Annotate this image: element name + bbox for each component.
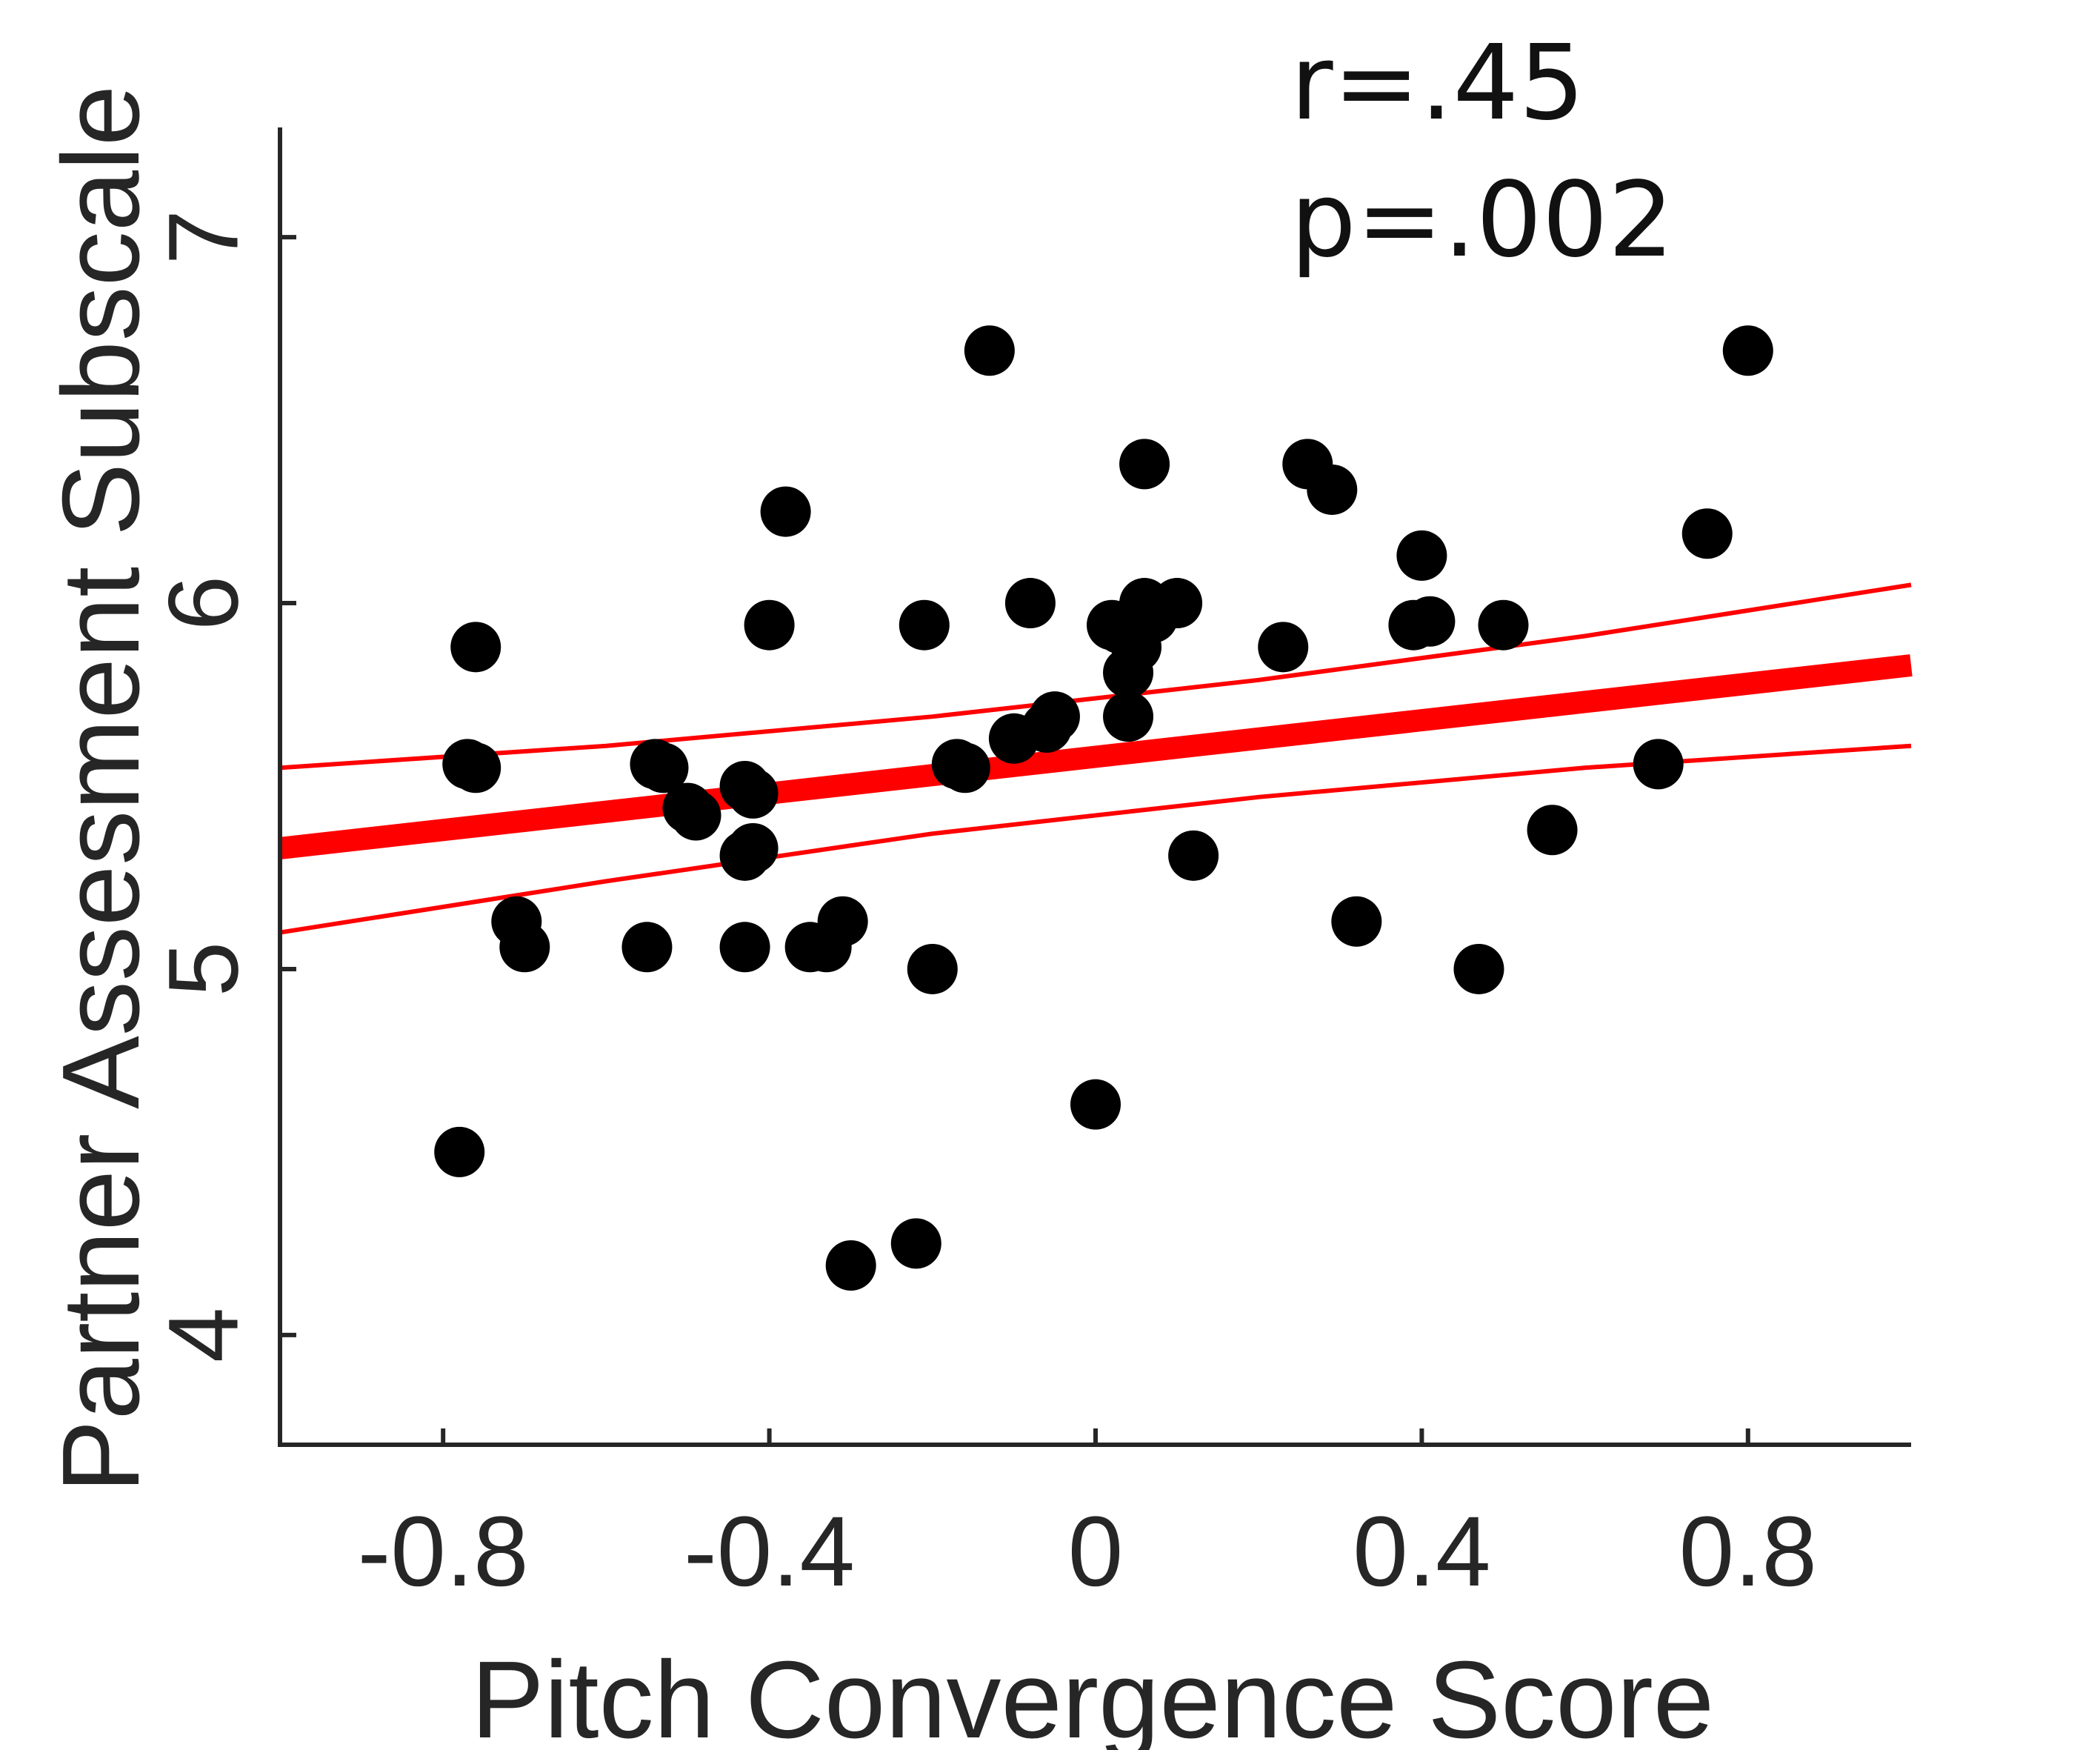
- data-point: [450, 742, 501, 794]
- x-tick-label: -0.4: [684, 1497, 855, 1607]
- data-point: [1453, 943, 1504, 994]
- data-point: [1029, 691, 1080, 742]
- data-point: [1478, 599, 1529, 651]
- data-point: [450, 622, 501, 673]
- data-point: [719, 922, 770, 973]
- regression-line-group: [279, 654, 1913, 859]
- x-axis-label: Pitch Convergence Score: [471, 1639, 1714, 1750]
- data-point: [670, 790, 721, 841]
- data-point: [621, 922, 673, 973]
- x-tick-label: 0.4: [1353, 1497, 1490, 1607]
- data-point: [1103, 691, 1154, 742]
- data-point: [890, 1218, 941, 1269]
- data-point: [939, 742, 990, 794]
- data-point: [1070, 1079, 1121, 1130]
- data-point: [817, 896, 868, 947]
- data-point: [1152, 578, 1203, 629]
- data-point: [1307, 464, 1358, 515]
- x-tick-label: 0.8: [1679, 1497, 1817, 1607]
- data-point: [1396, 530, 1447, 581]
- data-point: [1119, 439, 1170, 490]
- data-point: [727, 768, 779, 819]
- data-point: [1681, 508, 1733, 559]
- data-point: [899, 599, 950, 651]
- axes: -0.8 -0.4 0 0.4 0.8 4 5 6 7: [149, 127, 1911, 1607]
- data-point: [744, 599, 795, 651]
- ci-upper-line: [279, 582, 1912, 771]
- y-tick-label: 4: [149, 1308, 259, 1363]
- data-point: [964, 325, 1015, 376]
- data-point: [1258, 622, 1309, 673]
- x-tick-label: 0: [1068, 1497, 1124, 1607]
- data-point: [1404, 596, 1456, 647]
- data-point: [1331, 896, 1382, 947]
- annotation-r: r=.45: [1290, 23, 1585, 144]
- data-point: [434, 1126, 485, 1177]
- data-point: [499, 922, 550, 973]
- data-point: [1722, 325, 1773, 376]
- y-axis-label: Partner Assesment Subscale: [40, 85, 162, 1493]
- data-points: [434, 325, 1773, 1291]
- data-point: [1004, 578, 1056, 629]
- annotation-p: p=.002: [1290, 160, 1674, 281]
- y-tick-label: 5: [149, 942, 259, 997]
- y-tick-label: 7: [149, 210, 259, 265]
- data-point: [760, 486, 811, 537]
- data-point: [1527, 805, 1578, 856]
- regression-line: [279, 654, 1913, 859]
- x-tick-label: -0.8: [358, 1497, 529, 1607]
- data-point: [638, 742, 689, 794]
- data-point: [1168, 830, 1219, 881]
- annotations: r=.45 p=.002: [1290, 23, 1674, 281]
- data-point: [727, 822, 779, 874]
- data-point: [825, 1240, 876, 1291]
- y-tick-label: 6: [149, 576, 259, 631]
- data-point: [1633, 739, 1684, 790]
- data-point: [907, 943, 958, 994]
